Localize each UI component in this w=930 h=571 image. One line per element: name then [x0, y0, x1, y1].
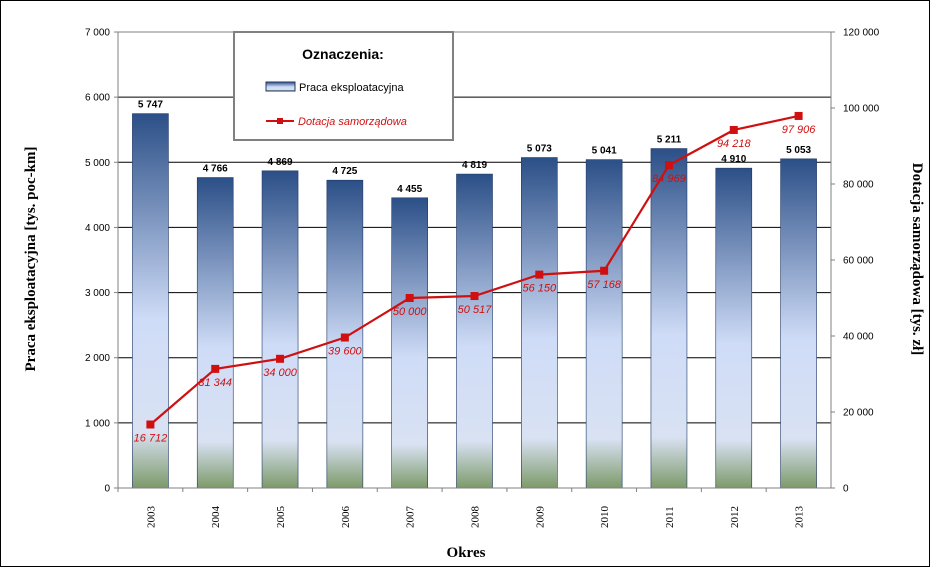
legend: Oznaczenia: Praca eksploatacyjna Dotacja… — [233, 31, 454, 141]
right-tick-label: 0 — [843, 484, 849, 495]
legend-title: Oznaczenia: — [302, 46, 384, 62]
bar-value-label: 5 211 — [657, 135, 682, 146]
bar-value-label: 4 819 — [462, 160, 487, 171]
bar — [196, 177, 234, 489]
line-point — [794, 111, 803, 120]
left-axis-ticks: 0 1 000 2 000 3 000 4 000 5 000 6 000 7 000 — [85, 28, 118, 495]
bar-value-label: 5 041 — [592, 146, 617, 157]
line-point — [600, 266, 609, 275]
line-value-label: 84 969 — [652, 173, 686, 185]
line-value-label: 57 168 — [587, 279, 622, 291]
x-tick-label: 2009 — [534, 506, 546, 529]
right-tick-label: 40 000 — [843, 332, 874, 343]
x-tick-label: 2011 — [664, 506, 676, 528]
bar — [456, 173, 493, 489]
line-point — [535, 270, 544, 279]
x-tick-label: 2003 — [145, 506, 157, 529]
line-value-label: 39 600 — [328, 346, 363, 358]
bar — [261, 170, 299, 489]
bar-value-label: 5 747 — [138, 100, 163, 111]
bar — [391, 197, 428, 489]
right-tick-label: 80 000 — [843, 180, 874, 191]
line-value-label: 94 218 — [717, 138, 752, 150]
plot-area-border — [117, 31, 832, 489]
x-tick-label: 2006 — [340, 506, 352, 529]
x-tick-label: 2012 — [729, 506, 741, 528]
legend-line-marker — [277, 118, 283, 124]
bar-series — [132, 113, 817, 489]
right-tick-label: 120 000 — [843, 28, 880, 39]
left-axis-label: Praca eksploatacyjna [tys. poc-km] — [23, 147, 39, 372]
right-axis-ticks: 0 20 000 40 000 60 000 80 000 100 000 120 000 — [831, 28, 880, 495]
x-axis-ticks: 2003 2004 2005 2006 2007 2008 2009 2010 2011 2012… — [117, 488, 806, 529]
line-value-label: 50 517 — [458, 304, 493, 316]
x-tick-label: 2013 — [794, 506, 806, 529]
line-point — [276, 354, 285, 363]
left-tick-label: 7 000 — [85, 28, 110, 39]
line-point — [729, 125, 738, 134]
right-axis-label: Dotacja samorządowa [tys. zł] — [909, 163, 925, 355]
bar — [715, 167, 753, 489]
line-point — [664, 161, 673, 170]
left-tick-label: 0 — [104, 484, 110, 495]
bar-value-label: 4 869 — [268, 157, 293, 168]
line-series — [146, 111, 803, 429]
right-tick-label: 20 000 — [843, 408, 874, 419]
left-tick-label: 2 000 — [85, 353, 110, 364]
left-tick-label: 1 000 — [85, 418, 110, 429]
right-tick-label: 60 000 — [843, 256, 874, 267]
right-tick-label: 100 000 — [843, 104, 880, 115]
line-data-labels: 16 712 31 344 34 000 39 600 50 000 50 517 56 1… — [134, 124, 817, 445]
bar-value-label: 4 766 — [203, 164, 228, 175]
line-value-label: 31 344 — [198, 377, 232, 389]
line-point — [470, 292, 479, 301]
bar — [585, 159, 623, 489]
x-tick-label: 2005 — [275, 506, 287, 529]
line-point — [146, 420, 155, 429]
bar-value-label: 5 073 — [527, 144, 552, 155]
line-value-label: 34 000 — [263, 367, 298, 379]
line-value-label: 16 712 — [134, 432, 168, 444]
x-axis-label: Okres — [447, 545, 486, 561]
bar-value-label: 5 053 — [786, 145, 811, 156]
line-value-label: 97 906 — [782, 124, 817, 136]
x-tick-label: 2007 — [405, 506, 417, 529]
bar-value-label: 4 910 — [721, 154, 746, 165]
left-tick-label: 6 000 — [85, 93, 110, 104]
left-tick-label: 3 000 — [85, 288, 110, 299]
bar-value-label: 4 725 — [332, 166, 357, 177]
line-point — [211, 364, 220, 373]
line-point — [340, 333, 349, 342]
x-tick-label: 2008 — [470, 506, 482, 529]
bar — [521, 157, 558, 489]
x-tick-label: 2010 — [599, 506, 611, 529]
bar-data-labels: 5 747 4 766 4 869 4 725 4 455 4 819 5 073 5 041… — [138, 100, 812, 195]
x-tick-label: 2004 — [210, 506, 222, 529]
line-value-label: 50 000 — [393, 306, 428, 318]
bar — [780, 158, 817, 489]
legend-line-label: Dotacja samorządowa — [298, 116, 407, 128]
bar — [650, 148, 688, 489]
legend-bar-swatch — [265, 81, 296, 92]
line-value-label: 56 150 — [522, 283, 557, 295]
left-tick-label: 5 000 — [85, 158, 110, 169]
legend-bar-label: Praca eksploatacyjna — [299, 82, 404, 94]
line-point — [405, 294, 414, 302]
bar-value-label: 4 455 — [397, 184, 422, 195]
left-tick-label: 4 000 — [85, 223, 110, 234]
